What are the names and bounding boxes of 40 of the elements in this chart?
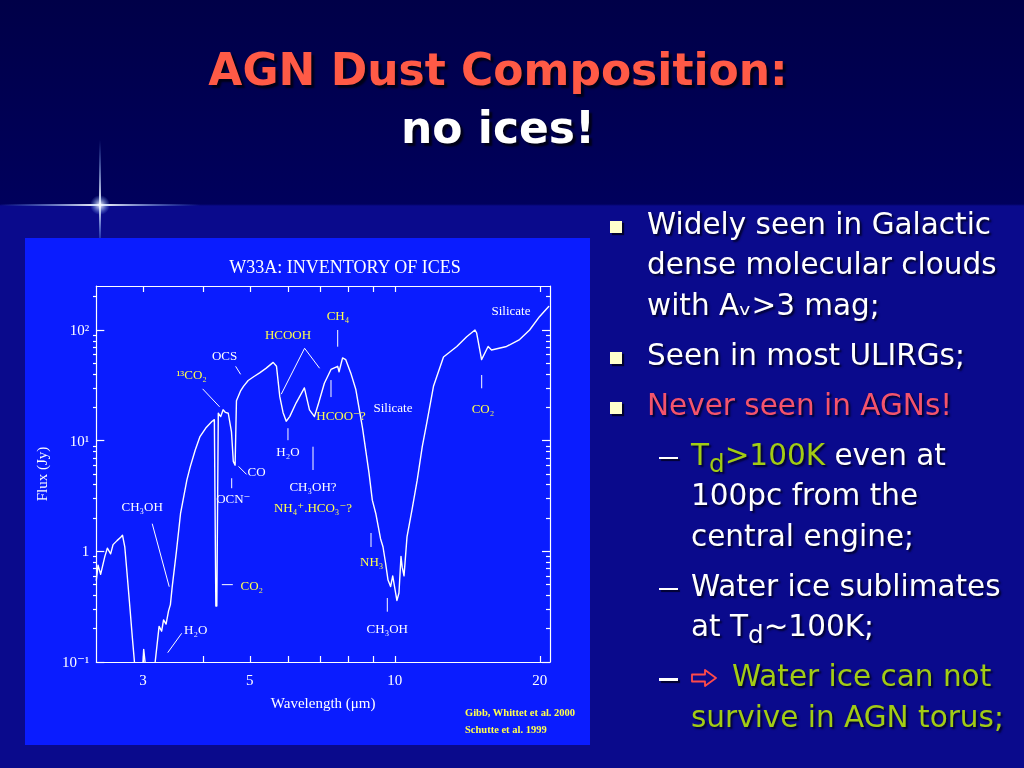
annotation: CH₃OH	[121, 499, 163, 515]
text: AGN Dust Composition:	[207, 43, 789, 97]
annotation: H₂O	[276, 443, 300, 459]
text: Schutte et al. 1999	[465, 723, 547, 735]
annotation: NH₃	[360, 553, 384, 569]
text: Widely seen in Galactic dense molecular clouds with Aᵥ>3 mag;	[647, 206, 997, 322]
y-tick-label: 10²	[69, 322, 90, 339]
text: Seen in most ULIRGs;	[647, 337, 965, 372]
x-tick-label: 20	[532, 672, 548, 688]
annotation: ¹³CO₂	[176, 367, 207, 383]
annotation: CH₄	[326, 307, 350, 323]
annotation: CO	[247, 463, 266, 479]
text: T$_{d}$>100K	[691, 437, 826, 478]
text: 100pc from the	[691, 478, 919, 513]
text: Water ice can not survive in AGN torus;	[691, 659, 1004, 734]
text: Water ice sublimates at T$_{d}$~100K;	[691, 568, 1001, 650]
y-tick-label: 10⁻¹	[61, 654, 90, 670]
annotation: OCS	[211, 347, 238, 363]
text: no ices!	[399, 101, 597, 155]
text: even at	[834, 437, 946, 472]
annotation: NH₄⁺.HCO₃⁻?	[273, 499, 353, 515]
annotation: CO₂	[240, 578, 264, 594]
x-tick-label: 5	[246, 672, 254, 688]
text: central engine;	[691, 518, 914, 553]
annotation: H₂O	[184, 621, 208, 637]
text: Gibb, Whittet et al. 2000	[465, 706, 576, 718]
text: Never seen in AGNs!	[647, 387, 953, 422]
annotation: CO₂	[471, 400, 495, 416]
y-axis-title: Flux (Jy)	[34, 446, 51, 502]
annotation: CH₃OH	[366, 620, 408, 636]
annotation: HCOOH	[264, 327, 312, 343]
y-tick-label: 1	[81, 543, 90, 560]
x-tick-label: 3	[139, 672, 147, 688]
x-axis-title: Wavelength (μm)	[270, 694, 376, 712]
annotation: Silicate	[373, 399, 413, 415]
annotation: Silicate	[491, 302, 531, 318]
chart-title: W33A: INVENTORY OF ICES	[229, 257, 461, 277]
y-tick-label: 10¹	[69, 432, 90, 449]
annotation: CH₃OH?	[289, 478, 337, 494]
x-tick-label: 10	[387, 672, 403, 688]
